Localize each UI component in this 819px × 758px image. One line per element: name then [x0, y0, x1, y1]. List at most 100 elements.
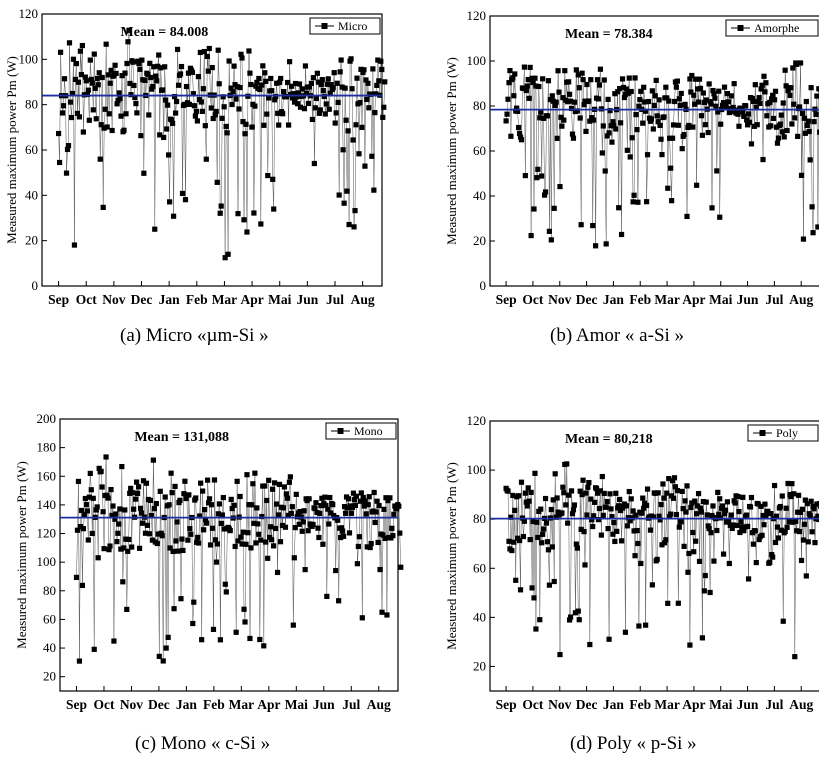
data-point [714, 168, 720, 174]
data-point [371, 187, 377, 193]
data-point [251, 210, 257, 216]
data-point [763, 512, 769, 519]
data-point [728, 512, 734, 518]
data-point [100, 509, 106, 515]
data-point [768, 123, 774, 129]
data-point [119, 73, 125, 79]
plot-frame [59, 418, 399, 692]
data-point [796, 104, 803, 110]
data-point [804, 501, 810, 507]
data-point [761, 73, 767, 79]
data-point [372, 519, 378, 526]
data-point [746, 119, 753, 125]
x-tick-label: Jan [603, 292, 625, 307]
data-point [620, 84, 627, 91]
data-point [212, 112, 218, 118]
data-point [109, 512, 115, 519]
data-point [100, 204, 106, 210]
data-point [232, 543, 238, 550]
data-point [777, 503, 783, 510]
data-point [164, 126, 170, 132]
data-point [155, 63, 161, 69]
data-point [797, 60, 804, 66]
data-point [245, 530, 251, 536]
data-point [695, 490, 702, 497]
data-point [136, 545, 143, 551]
data-point [608, 506, 614, 512]
data-point [200, 488, 206, 494]
data-point [681, 543, 687, 549]
y-tick-label: 60 [25, 142, 38, 157]
data-point [610, 119, 616, 125]
data-point [705, 129, 711, 136]
data-point [106, 547, 112, 553]
legend-box [325, 422, 397, 440]
data-point [255, 521, 261, 527]
data-point [295, 90, 302, 96]
data-point [343, 117, 349, 123]
data-point [219, 512, 225, 518]
data-point [353, 493, 359, 499]
data-point [126, 27, 132, 33]
data-point [352, 207, 358, 214]
data-point [735, 493, 741, 500]
data-point [671, 98, 678, 105]
data-point [567, 91, 573, 97]
data-point [521, 518, 527, 524]
chart-panel-mono: 20 40 60 80 100 120 140 160 180 200 Measured maxim… [0, 395, 404, 758]
data-point [814, 93, 819, 99]
x-tick-label: Feb [186, 292, 208, 307]
data-point [156, 52, 162, 58]
data-point [340, 147, 346, 153]
data-point [540, 76, 546, 82]
data-point [345, 496, 352, 502]
data-point [618, 231, 625, 238]
data-point [302, 63, 309, 69]
y-tick-label: 20 [25, 233, 38, 248]
data-point [548, 237, 554, 243]
data-point [131, 506, 137, 512]
data-point [157, 488, 163, 494]
y-tick-label: 100 [467, 462, 487, 477]
data-point [330, 85, 336, 91]
data-point [516, 124, 522, 131]
data-point [174, 46, 181, 53]
data-point [644, 486, 651, 492]
data-point [716, 511, 722, 517]
data-point [159, 533, 165, 539]
data-point [599, 473, 605, 480]
data-point [811, 506, 817, 512]
data-point [730, 104, 736, 111]
data-point [572, 610, 578, 616]
data-point [289, 504, 295, 510]
data-point [668, 165, 674, 171]
data-point [662, 540, 668, 546]
data-point [530, 79, 536, 86]
data-point [704, 512, 710, 518]
x-tick-label: Dec [576, 292, 598, 307]
data-point [191, 103, 198, 109]
data-point [543, 520, 550, 526]
data-point [111, 638, 117, 644]
data-point [697, 505, 704, 511]
data-point [271, 480, 278, 486]
data-point [577, 115, 583, 121]
data-point [230, 89, 236, 95]
data-point [604, 498, 610, 505]
data-point [166, 502, 172, 508]
data-point [249, 124, 255, 130]
data-point [290, 91, 297, 97]
data-point [636, 103, 642, 109]
data-point [148, 512, 154, 519]
data-point [625, 515, 631, 521]
data-point [114, 101, 120, 107]
data-point [185, 70, 192, 76]
data-point [568, 105, 575, 112]
data-point [316, 110, 322, 116]
x-tick-label: Jan [176, 697, 198, 712]
chart-panel-amorphe: 0 20 40 60 80 100 120 Measured maximum power Pm… [420, 0, 819, 360]
data-point [271, 543, 277, 549]
data-point [669, 478, 676, 484]
data-point [588, 496, 594, 502]
data-point [663, 537, 669, 543]
